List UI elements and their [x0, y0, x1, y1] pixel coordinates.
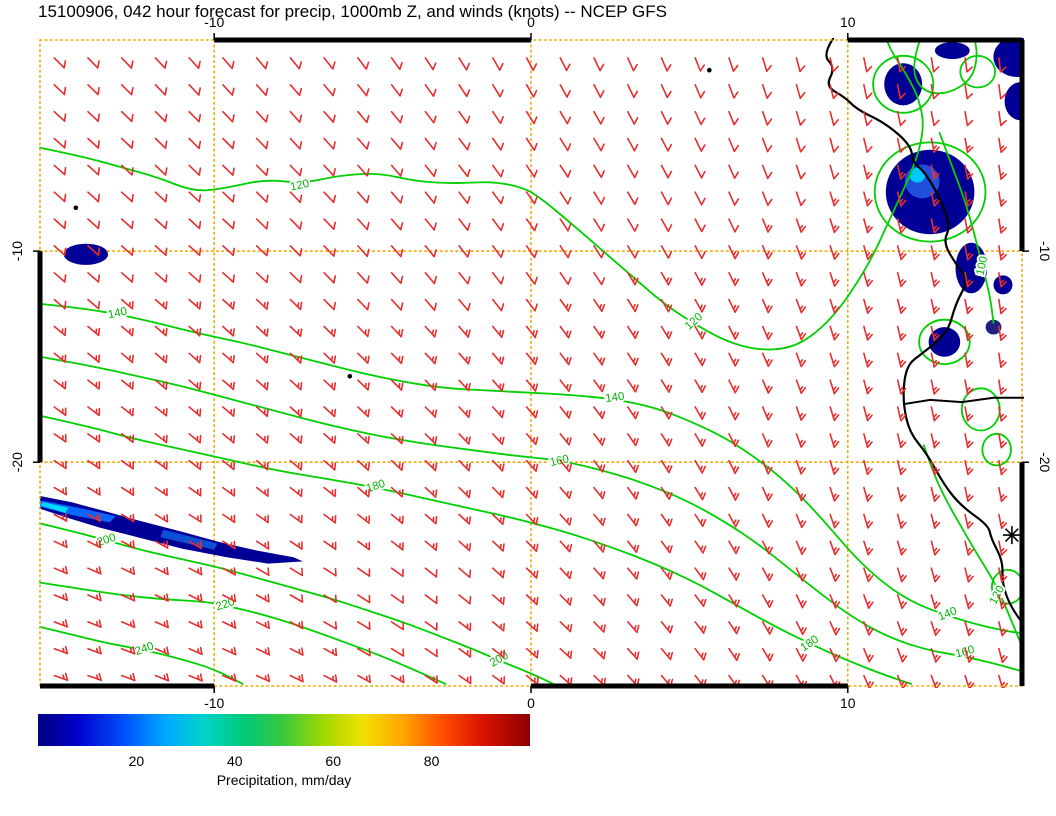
x-tick-label-bottom: 0 [527, 695, 535, 711]
plot-title: 15100906, 042 hour forecast for precip, … [38, 2, 667, 21]
wind-barbs [53, 57, 1008, 688]
lat-lon-gridlines [39, 39, 1023, 687]
x-tick-label-bottom: 10 [840, 695, 856, 711]
contour-label: 220 [214, 596, 236, 613]
contour-label: 180 [365, 478, 387, 495]
islands [73, 67, 712, 379]
colorbar-tick-label: 60 [325, 753, 341, 769]
y-tick-label-right: -20 [1037, 452, 1053, 472]
contour-label: 180 [799, 633, 822, 654]
station-marker-asterisk [1002, 526, 1021, 545]
contour-label: 140 [936, 605, 958, 623]
y-tick-label-right: -10 [1037, 241, 1053, 261]
colorbar: 20 40 60 80 [38, 714, 530, 769]
colorbar-tick-label: 20 [129, 753, 145, 769]
x-tick-label-top: 0 [527, 14, 535, 30]
contour-label: 140 [107, 306, 128, 322]
contour-label: 200 [488, 650, 511, 670]
x-tick-label-top: -10 [204, 14, 224, 30]
height-contours [39, 38, 1023, 685]
x-tick-label-top: 10 [840, 14, 856, 30]
colorbar-tick-label: 40 [227, 753, 243, 769]
coastline [825, 38, 1024, 628]
colorbar-gradient [38, 714, 530, 746]
contour-label: 100 [975, 255, 991, 276]
contour-label: 140 [605, 391, 626, 406]
map-layers: 1001201201201401401401601601801802002002… [39, 38, 1024, 688]
y-tick-label-left: -10 [9, 241, 25, 261]
axis-ticks [33, 33, 1029, 693]
y-tick-label-left: -20 [9, 452, 25, 472]
contour-label: 240 [133, 640, 155, 658]
colorbar-tick-label: 80 [424, 753, 440, 769]
colorbar-caption: Precipitation, mm/day [216, 772, 352, 788]
x-tick-label-bottom: -10 [204, 695, 224, 711]
axis-labels: -10 -10 0 0 10 10 -10 -10 -20 -20 [9, 14, 1053, 711]
contour-label: 120 [683, 311, 705, 333]
map-frame [33, 33, 1029, 693]
contour-label: 120 [289, 178, 310, 194]
